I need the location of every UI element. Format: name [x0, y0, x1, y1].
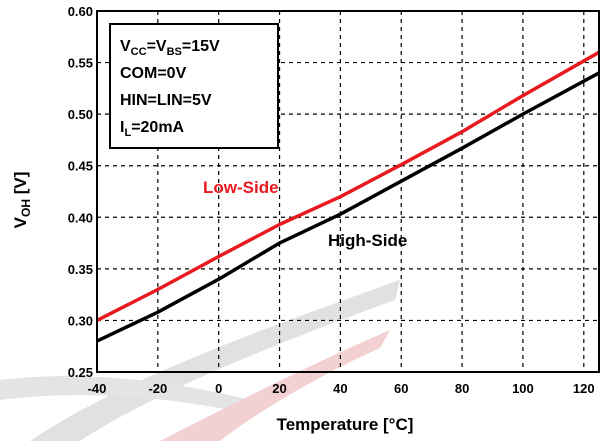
- series-label-low-side: Low-Side: [203, 178, 279, 197]
- x-tick-label: 40: [333, 381, 347, 396]
- series-lines: [96, 50, 600, 343]
- x-axis-title: Temperature [°C]: [277, 415, 414, 434]
- y-tick-label: 0.55: [68, 56, 93, 71]
- y-tick-labels: 0.25 0.30 0.35 0.40 0.45 0.50 0.55 0.60: [68, 4, 93, 380]
- x-tick-label: 20: [272, 381, 286, 396]
- x-tick-label: 0: [215, 381, 222, 396]
- x-tick-label: -20: [148, 381, 167, 396]
- x-tick-label: 80: [455, 381, 469, 396]
- condition-com: COM=0V: [120, 65, 187, 82]
- x-tick-label: 120: [573, 381, 595, 396]
- y-axis-title: VOH [V]: [11, 172, 33, 229]
- y-tick-label: 0.60: [68, 4, 93, 19]
- x-tick-label: 100: [512, 381, 534, 396]
- conditions-box: VCC=VBS=15V COM=0V HIN=LIN=5V IL=20mA: [109, 23, 279, 149]
- y-tick-label: 0.45: [68, 159, 93, 174]
- y-tick-label: 0.25: [68, 365, 93, 380]
- series-line-low-side: [96, 50, 600, 322]
- y-tick-label: 0.30: [68, 313, 93, 328]
- y-tick-label: 0.50: [68, 107, 93, 122]
- condition-load: IL=20mA: [120, 119, 185, 139]
- x-tick-label: -40: [88, 381, 107, 396]
- x-tick-label: 60: [394, 381, 408, 396]
- y-tick-label: 0.40: [68, 210, 93, 225]
- series-line-high-side: [96, 71, 600, 343]
- plot-frame: [96, 10, 600, 373]
- series-label-high-side: High-Side: [328, 231, 407, 250]
- x-tick-labels: -40 -20 0 20 40 60 80 100 120: [88, 381, 595, 396]
- condition-inputs: HIN=LIN=5V: [120, 92, 212, 109]
- condition-supply: VCC=VBS=15V: [120, 38, 220, 58]
- y-tick-label: 0.35: [68, 262, 93, 277]
